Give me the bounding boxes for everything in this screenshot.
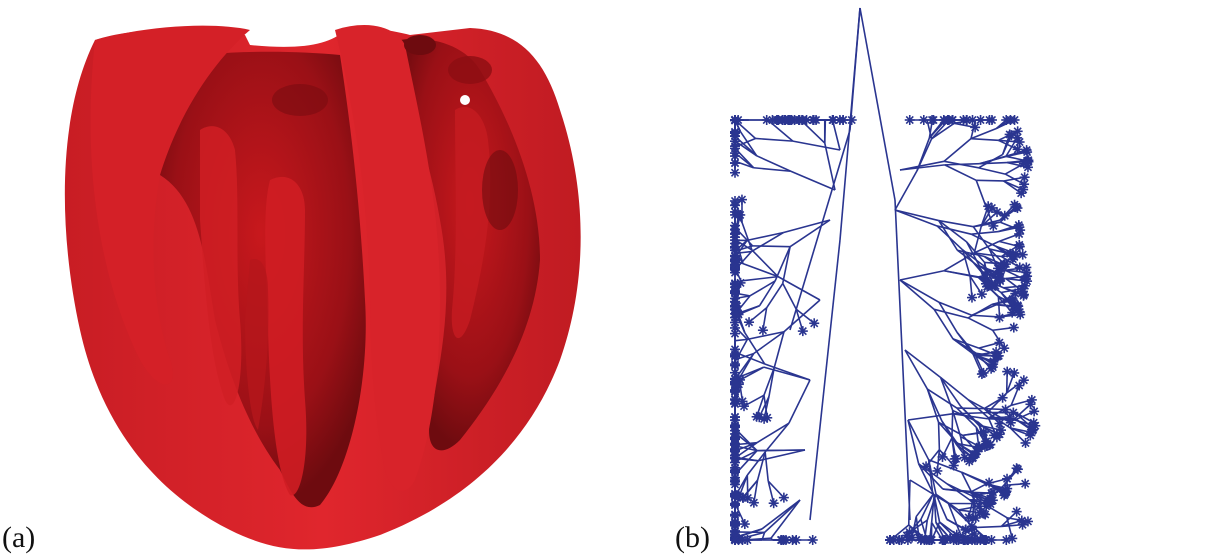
panel-a-label: (a) <box>2 521 36 554</box>
branching-network-illustration <box>730 7 1041 545</box>
septum <box>335 25 440 491</box>
network-branches <box>730 7 1041 545</box>
heart-surface-illustration <box>64 25 581 550</box>
panel-b-label: (b) <box>675 521 710 554</box>
heart-surface-panel <box>64 25 581 550</box>
purkinje-network-panel <box>660 0 1226 560</box>
left-wall-flap <box>90 25 250 385</box>
